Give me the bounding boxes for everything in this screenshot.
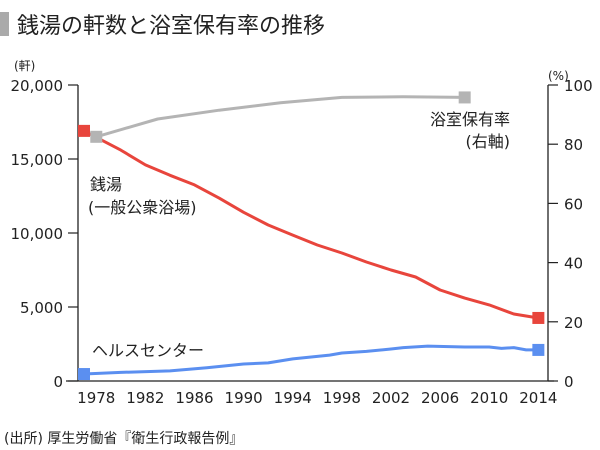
right-tick-label: 20 [564,314,583,332]
right-tick-label: 0 [564,373,574,391]
series-endpoint-marker-0 [532,311,545,324]
left-axis-unit: (軒) [14,59,35,73]
series-endpoint-marker-1 [532,343,545,356]
chart-title: 銭湯の軒数と浴室保有率の推移 [17,14,325,39]
left-tick-label: 0 [53,373,63,391]
x-tick-label: 2014 [519,389,557,407]
right-tick-label: 40 [564,255,583,273]
x-tick-label: 1978 [77,389,115,407]
x-tick-label: 1982 [126,389,164,407]
source-note: (出所) 厚生労働省『衛生行政報告例』 [4,431,243,447]
series-endpoint-marker-0 [78,124,90,137]
left-tick-label: 15,000 [11,151,64,169]
series-line-1 [83,344,539,376]
series-label-bath-ownership: 浴室保有率 [430,110,510,129]
x-tick-label: 1986 [175,389,213,407]
left-tick-label: 20,000 [11,77,64,95]
series-line-2 [95,95,465,139]
right-tick-label: 80 [564,136,583,154]
right-axis-unit: (%) [548,69,569,83]
series-line-0 [83,129,539,320]
x-tick-label: 2006 [421,389,459,407]
left-tick-label: 10,000 [11,225,64,243]
x-tick-label: 1998 [323,389,361,407]
series-label-health-center: ヘルスセンター [92,341,204,360]
title-marker [0,12,9,36]
left-tick-label: 5,000 [20,299,63,317]
series-endpoint-marker-2 [90,130,103,143]
series-label-sento: 銭湯 [90,175,122,194]
x-tick-label: 1990 [225,389,263,407]
series-label-bath-ownership-sub: (右軸) [466,132,511,151]
series-endpoint-marker-2 [458,91,471,104]
x-tick-label: 1994 [274,389,312,407]
right-tick-label: 60 [564,195,583,213]
x-tick-label: 2010 [470,389,508,407]
right-tick-label: 100 [564,77,593,95]
series-endpoint-marker-1 [78,368,90,381]
series-label-sento-sub: (一般公衆浴場) [88,198,197,217]
x-tick-label: 2002 [372,389,410,407]
